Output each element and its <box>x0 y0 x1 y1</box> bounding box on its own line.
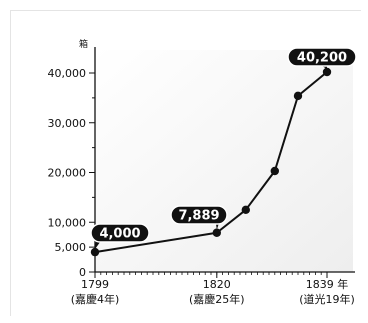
x-tick-label: 1799 <box>81 278 109 291</box>
y-tick-label: 20,000 <box>48 167 87 180</box>
x-tick-sublabel: (嘉慶4年) <box>71 292 120 306</box>
data-point <box>212 228 221 237</box>
callout-pill <box>90 223 150 243</box>
callout-label: 4,000 <box>99 227 140 242</box>
data-point <box>241 205 250 215</box>
callout-label: 7,889 <box>178 209 219 224</box>
callout-pill <box>170 205 228 225</box>
y-tick-label: 5,000 <box>55 241 87 254</box>
series-line <box>94 71 328 254</box>
x-tick-label: 1820 <box>203 278 231 291</box>
y-tick-label: 0 <box>79 266 86 279</box>
data-point <box>90 247 100 257</box>
data-point <box>322 67 332 77</box>
y-tick-label: 30,000 <box>48 117 87 130</box>
y-tick-label: 40,000 <box>48 67 87 80</box>
y-tick-label: 10,000 <box>48 216 87 229</box>
y-axis-unit: 箱 <box>79 38 88 50</box>
callout-pill <box>287 47 357 67</box>
x-tick-sublabel: (道光19年) <box>299 292 355 306</box>
data-point <box>293 91 303 101</box>
callout-label: 40,200 <box>297 51 347 66</box>
x-tick-sublabel: (嘉慶25年) <box>189 292 245 306</box>
data-point <box>270 166 279 176</box>
x-tick-label: 1839 年 <box>306 277 349 291</box>
